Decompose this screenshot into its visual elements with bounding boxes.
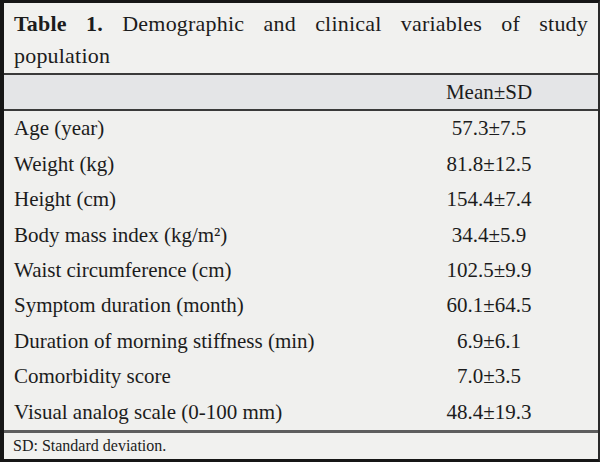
row-label: Age (year) [4,116,380,141]
row-label: Comorbidity score [4,364,380,389]
row-label: Symptom duration (month) [4,293,380,318]
row-value: 6.9±6.1 [380,329,598,354]
row-value: 81.8±12.5 [380,152,598,177]
row-label: Weight (kg) [4,152,380,177]
table-row: Comorbidity score 7.0±3.5 [4,359,598,394]
row-value: 60.1±64.5 [380,293,598,318]
row-value: 48.4±19.3 [380,400,598,425]
table-footnote: SD: Standard deviation. [4,430,598,459]
row-label: Waist circumference (cm) [4,258,380,283]
header-mean-sd-cell: Mean±SD [380,80,598,105]
row-value: 102.5±9.9 [380,258,598,283]
table-row: Waist circumference (cm) 102.5±9.9 [4,253,598,288]
row-label: Body mass index (kg/m²) [4,223,380,248]
table-row: Duration of morning stiffness (min) 6.9±… [4,324,598,359]
row-label: Height (cm) [4,187,380,212]
table-row: Body mass index (kg/m²) 34.4±5.9 [4,217,598,252]
table-row: Visual analog scale (0-100 mm) 48.4±19.3 [4,395,598,430]
table-header-row: Mean±SD [4,73,598,111]
table-row: Symptom duration (month) 60.1±64.5 [4,288,598,323]
table-body: Age (year) 57.3±7.5 Weight (kg) 81.8±12.… [4,111,598,430]
table-caption-number: Table 1. [14,11,103,36]
row-value: 34.4±5.9 [380,223,598,248]
row-value: 154.4±7.4 [380,187,598,212]
table-row: Height (cm) 154.4±7.4 [4,182,598,217]
row-value: 57.3±7.5 [380,116,598,141]
row-value: 7.0±3.5 [380,364,598,389]
row-label: Duration of morning stiffness (min) [4,329,380,354]
row-label: Visual analog scale (0-100 mm) [4,400,380,425]
table-caption: Table 1. Demographic and clinical variab… [4,3,598,73]
table-1: Table 1. Demographic and clinical variab… [0,0,600,462]
table-row: Age (year) 57.3±7.5 [4,111,598,146]
table-row: Weight (kg) 81.8±12.5 [4,146,598,181]
